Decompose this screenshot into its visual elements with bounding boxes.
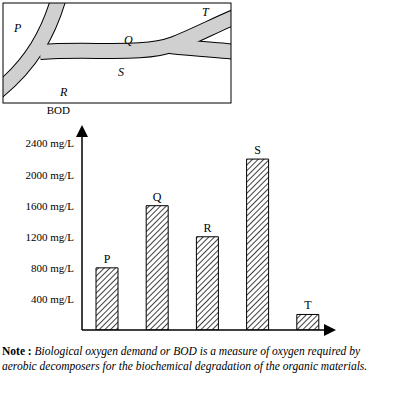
svg-text:T: T bbox=[202, 5, 210, 19]
svg-text:T: T bbox=[304, 298, 312, 312]
svg-text:S: S bbox=[118, 65, 124, 79]
svg-text:Q: Q bbox=[124, 33, 133, 47]
svg-text:400 mg/L: 400 mg/L bbox=[31, 293, 74, 305]
svg-text:Q: Q bbox=[153, 190, 162, 204]
svg-text:2000 mg/L: 2000 mg/L bbox=[25, 169, 74, 181]
svg-text:S: S bbox=[254, 143, 261, 157]
svg-text:1200 mg/L: 1200 mg/L bbox=[25, 231, 74, 243]
svg-text:BOD: BOD bbox=[47, 104, 70, 116]
svg-text:800 mg/L: 800 mg/L bbox=[31, 262, 74, 274]
svg-text:P: P bbox=[104, 252, 111, 266]
svg-text:R: R bbox=[59, 85, 68, 99]
svg-text:2400 mg/L: 2400 mg/L bbox=[25, 137, 74, 149]
svg-text:R: R bbox=[203, 221, 211, 235]
html-text:Note : Biological oxygen deman: Note : Biological oxygen demand or BOD i… bbox=[2, 345, 368, 372]
svg-text:1600 mg/L: 1600 mg/L bbox=[25, 200, 74, 212]
svg-text:P: P bbox=[13, 21, 22, 35]
